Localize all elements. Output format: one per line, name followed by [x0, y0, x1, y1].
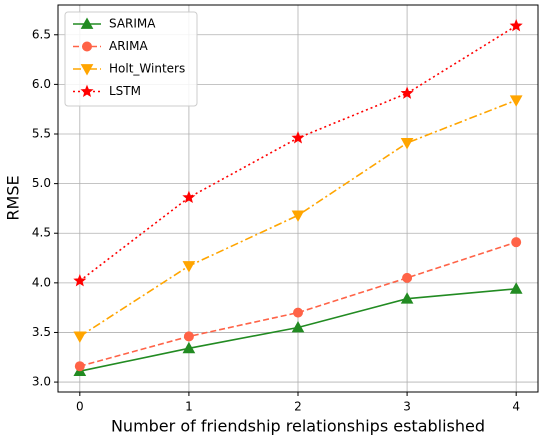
- data-point: [73, 331, 87, 343]
- data-point: [73, 274, 87, 287]
- x-tick-label: 4: [512, 400, 520, 414]
- data-point: [509, 282, 523, 294]
- legend-box: [64, 11, 198, 107]
- x-tick-label: 2: [294, 400, 302, 414]
- data-point: [511, 237, 522, 248]
- legend-label: LSTM: [109, 84, 141, 98]
- legend-marker: [80, 17, 94, 29]
- x-tick-label: 3: [403, 400, 411, 414]
- plot-frame: [57, 4, 539, 393]
- data-point: [400, 292, 414, 304]
- data-point: [291, 320, 305, 333]
- data-point: [509, 95, 523, 107]
- y-axis-label: RMSE: [4, 175, 23, 220]
- legend-marker: [80, 84, 94, 98]
- legend: SARIMA ARIMA Holt_Winters LSTM: [64, 11, 198, 107]
- y-tick-label: 3.5: [32, 325, 51, 339]
- legend-label: Holt_Winters: [109, 62, 185, 76]
- data-point: [182, 341, 196, 354]
- data-point: [183, 331, 194, 342]
- data-point: [400, 138, 414, 150]
- y-tick-label: 4.5: [32, 226, 51, 240]
- legend-marker: [80, 64, 94, 76]
- y-tick-label: 3.0: [32, 375, 51, 389]
- data-point: [291, 210, 305, 222]
- data-point: [182, 190, 196, 204]
- data-point: [293, 307, 303, 318]
- y-tick-label: 5.5: [32, 127, 51, 141]
- y-tick-label: 6.0: [32, 77, 51, 91]
- data-point: [182, 261, 196, 273]
- series-line: [79, 99, 517, 338]
- series-line: [79, 241, 517, 367]
- legend-label: SARIMA: [109, 17, 156, 31]
- x-tick-label: 0: [76, 400, 84, 414]
- x-tick-label: 1: [185, 400, 193, 414]
- data-point: [291, 131, 305, 144]
- y-tick-label: 6.5: [32, 27, 51, 41]
- legend-marker: [82, 41, 92, 52]
- x-axis-label: Number of friendship relationships estab…: [111, 417, 485, 436]
- data-point: [400, 86, 414, 99]
- y-tick-label: 4.0: [32, 275, 51, 289]
- data-point: [509, 18, 523, 32]
- legend-label: ARIMA: [109, 39, 148, 53]
- data-point: [402, 272, 413, 283]
- y-tick-label: 5.0: [32, 176, 51, 190]
- data-point: [74, 361, 85, 372]
